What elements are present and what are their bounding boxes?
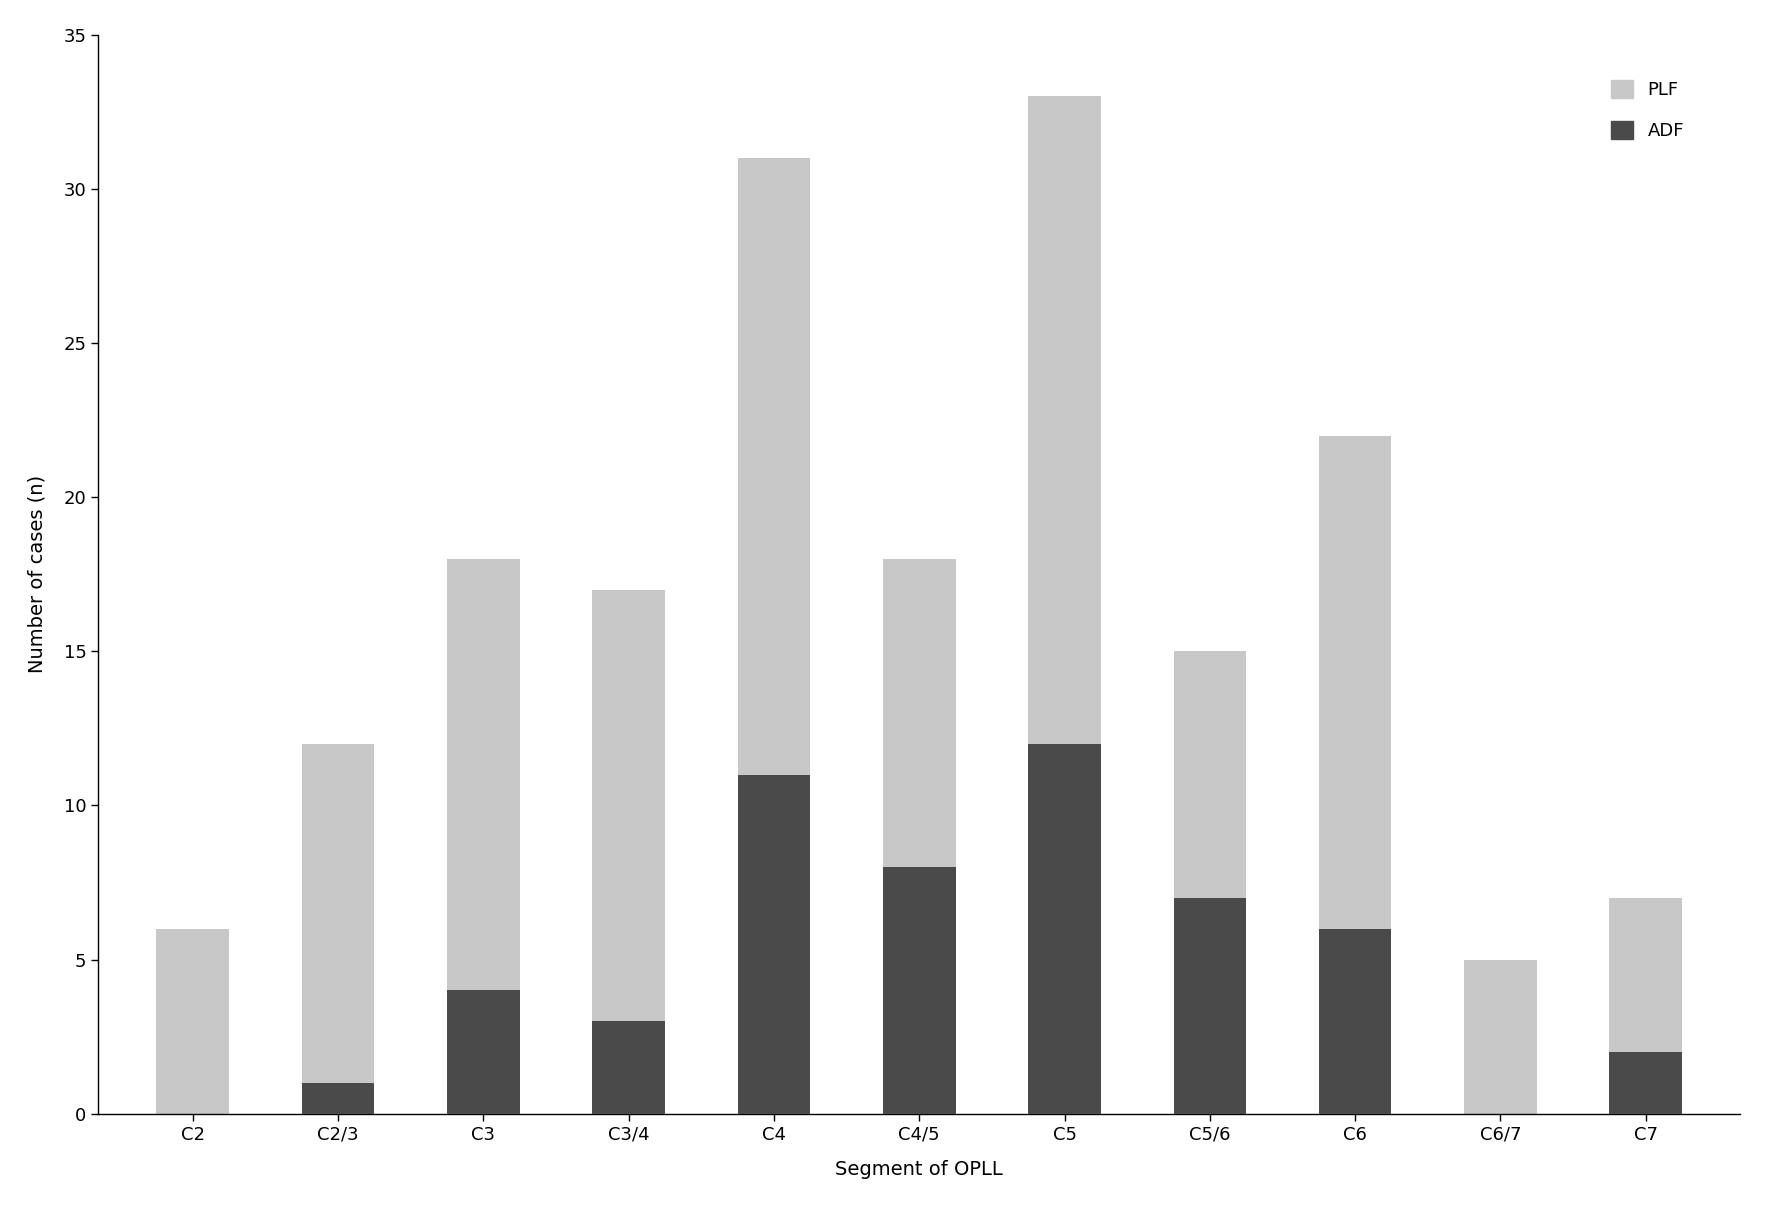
Bar [1319, 928, 1391, 1114]
Legend: PLF, ADF: PLF, ADF [1597, 65, 1699, 154]
Bar [447, 559, 520, 1114]
X-axis label: Segment of OPLL: Segment of OPLL [834, 1160, 1002, 1179]
Bar [1029, 744, 1101, 1114]
Bar [1174, 652, 1246, 1114]
Bar [1609, 898, 1681, 1114]
Bar [592, 590, 665, 1114]
Bar [592, 1021, 665, 1114]
Y-axis label: Number of cases (n): Number of cases (n) [28, 476, 46, 674]
Bar [302, 1083, 375, 1114]
Bar [737, 775, 810, 1114]
Bar [882, 559, 955, 1114]
Bar [1464, 960, 1536, 1114]
Bar [156, 928, 230, 1114]
Bar [302, 744, 375, 1114]
Bar [447, 991, 520, 1114]
Bar [1029, 97, 1101, 1114]
Bar [737, 158, 810, 1114]
Bar [1609, 1053, 1681, 1114]
Bar [1319, 436, 1391, 1114]
Bar [1174, 898, 1246, 1114]
Bar [882, 867, 955, 1114]
